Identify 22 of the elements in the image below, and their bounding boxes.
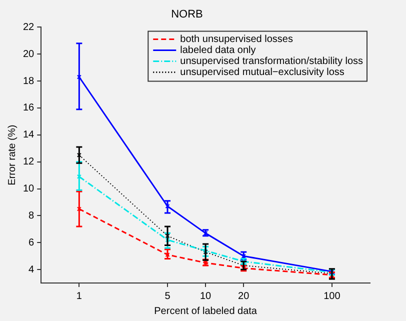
x-tick-label: 20: [238, 290, 250, 302]
y-axis-title: Error rate (%): [6, 124, 18, 186]
y-tick-label: 10: [23, 184, 35, 195]
y-tick-label: 22: [23, 22, 35, 33]
y-tick-label: 14: [23, 130, 35, 141]
legend-label: unsupervised mutual−exclusivity loss: [180, 66, 344, 78]
y-tick-label: 18: [23, 76, 35, 87]
y-tick-label: 20: [23, 48, 35, 60]
legend-label: labeled data only: [180, 44, 256, 56]
x-tick-label: 1: [76, 290, 82, 302]
y-tick-label: 6: [28, 237, 35, 248]
legend-label: both unsupervised losses: [180, 34, 293, 45]
x-tick-label: 5: [164, 290, 171, 302]
x-axis-title: Percent of labeled data: [154, 306, 258, 317]
chart-title: NORB: [171, 8, 203, 21]
y-tick-label: 16: [23, 102, 35, 114]
y-tick-label: 12: [23, 156, 35, 168]
y-tick-label: 4: [28, 264, 35, 276]
x-tick-label: 10: [200, 290, 212, 302]
y-tick-label: 8: [28, 210, 35, 222]
legend-label: unsupervised transformation/stability loss: [180, 56, 364, 67]
x-tick-label: 100: [324, 290, 341, 302]
